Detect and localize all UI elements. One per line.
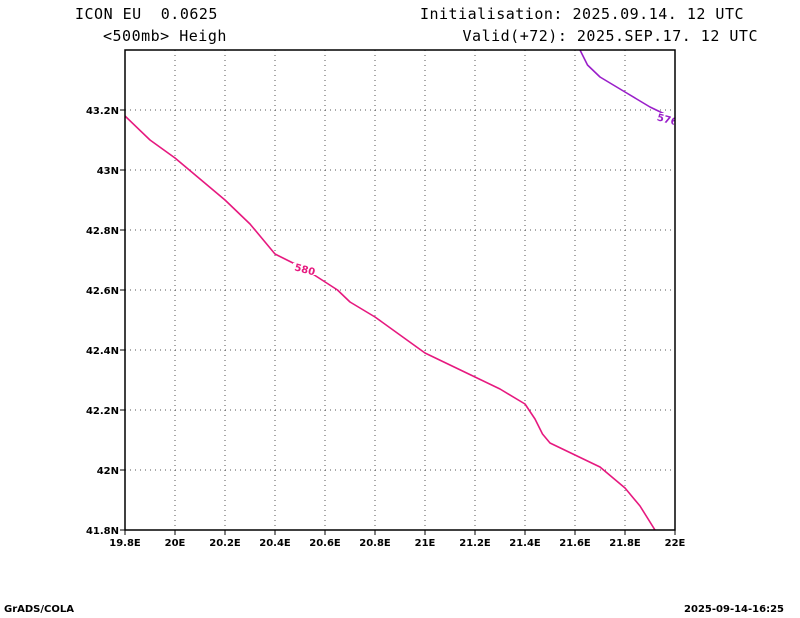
x-tick-label: 20.2E: [209, 538, 241, 549]
y-tick-label: 42.4N: [86, 346, 119, 357]
contour-line-576: [579, 50, 675, 120]
y-tick-label: 41.8N: [86, 526, 119, 537]
contour-label-576: 576: [656, 112, 679, 128]
contour-label-bg: [293, 263, 317, 275]
valid-time: Valid(+72): 2025.SEP.17. 12 UTC: [462, 27, 758, 45]
y-tick-label: 43.2N: [86, 106, 119, 117]
y-tick-label: 42N: [97, 466, 119, 477]
x-tick-label: 21.4E: [509, 538, 541, 549]
x-tick-label: 21.6E: [559, 538, 591, 549]
x-tick-label: 20E: [165, 538, 186, 549]
x-tick-label: 20.6E: [309, 538, 341, 549]
x-tick-label: 21.2E: [459, 538, 491, 549]
y-tick-label: 42.8N: [86, 226, 119, 237]
initialisation-time: Initialisation: 2025.09.14. 12 UTC: [419, 5, 744, 23]
x-tick-label: 21E: [415, 538, 436, 549]
x-tick-label: 22E: [665, 538, 686, 549]
contour-label-580: 580: [293, 262, 316, 278]
footer-credit: GrADS/COLA: [4, 604, 74, 615]
footer-timestamp: 2025-09-14-16:25: [684, 604, 784, 615]
x-tick-label: 21.8E: [609, 538, 641, 549]
model-title: ICON EU 0.0625: [75, 5, 218, 23]
variable-title: <500mb> Heigh: [103, 27, 227, 45]
x-tick-label: 20.4E: [259, 538, 291, 549]
y-tick-label: 42.6N: [86, 286, 119, 297]
x-tick-label: 19.8E: [109, 538, 141, 549]
contour-line-580: [125, 115, 656, 530]
contour-label-bg: [655, 113, 675, 125]
y-tick-label: 42.2N: [86, 406, 119, 417]
y-tick-label: 43N: [97, 166, 119, 177]
x-tick-label: 20.8E: [359, 538, 391, 549]
